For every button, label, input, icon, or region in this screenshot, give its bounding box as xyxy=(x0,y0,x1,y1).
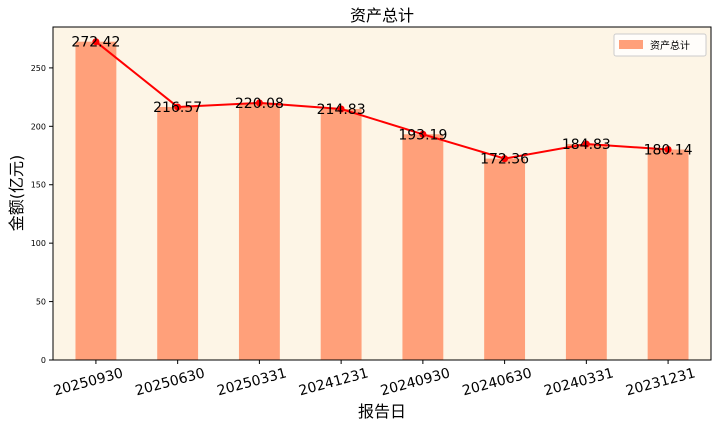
y-tick-label: 100 xyxy=(31,239,46,248)
x-tick-label: 20240331 xyxy=(542,365,615,399)
x-tick-label: 20241231 xyxy=(297,365,370,399)
bar-20250331 xyxy=(238,102,280,361)
x-tick-label: 20250930 xyxy=(52,365,125,399)
data-labels-layer: 272.42 216.57 220.08 214.83 193.19 172.36 184.… xyxy=(71,35,692,168)
bars-layer xyxy=(75,41,689,361)
y-axis: 0 50 100 150 200 250 xyxy=(31,64,53,365)
y-tick-label: 0 xyxy=(41,356,46,365)
x-tick-label: 20240630 xyxy=(461,365,534,399)
x-axis-label: 报告日 xyxy=(358,402,406,421)
line-point-20240331 xyxy=(582,140,590,148)
y-tick-label: 50 xyxy=(36,298,46,307)
line-point-20231231 xyxy=(664,146,672,154)
y-tick-label: 200 xyxy=(31,122,46,131)
line-point-20250630 xyxy=(174,103,182,111)
bar-20250630 xyxy=(157,106,199,361)
chart-title: 资产总计 xyxy=(350,6,414,25)
data-label-20241231: 214.83 xyxy=(317,102,366,118)
line-point-20240930 xyxy=(419,130,427,138)
legend-swatch xyxy=(619,40,643,49)
legend-frame xyxy=(613,33,707,57)
data-label-20240630: 172.36 xyxy=(480,152,529,168)
bar-20240930 xyxy=(402,134,444,360)
x-tick-label: 20240930 xyxy=(379,365,452,399)
line-point-20241231 xyxy=(337,105,345,113)
data-label-20250331: 220.08 xyxy=(235,96,284,112)
bar-20240331 xyxy=(565,144,607,360)
data-label-20231231: 180.14 xyxy=(644,143,693,159)
legend-label: 资产总计 xyxy=(650,39,690,52)
x-tick-label: 20250331 xyxy=(215,365,288,399)
y-tick-label: 250 xyxy=(31,64,46,73)
y-tick-label: 150 xyxy=(31,181,46,190)
series-line xyxy=(95,40,669,160)
line-layer xyxy=(92,38,672,163)
bar-20240630 xyxy=(484,158,526,360)
data-label-20240930: 193.19 xyxy=(398,127,447,143)
x-tick-label: 20231231 xyxy=(624,365,697,399)
line-point-20240630 xyxy=(501,155,509,163)
data-label-20240331: 184.83 xyxy=(562,137,611,153)
bar-20241231 xyxy=(320,108,362,361)
legend: 资产总计 xyxy=(613,33,707,57)
x-axis: 20250930 20250630 20250331 20241231 20240930… xyxy=(52,360,697,399)
bar-20250930 xyxy=(75,41,117,361)
line-point-20250331 xyxy=(255,99,263,107)
y-axis-label: 金额(亿元) xyxy=(7,155,26,232)
line-point-20250930 xyxy=(92,38,100,46)
data-label-20250630: 216.57 xyxy=(153,100,202,116)
plot-frame xyxy=(52,26,712,361)
plot-background xyxy=(53,27,711,360)
bar-20231231 xyxy=(647,149,689,360)
x-tick-label: 20250630 xyxy=(134,365,207,399)
data-label-20250930: 272.42 xyxy=(71,35,120,51)
